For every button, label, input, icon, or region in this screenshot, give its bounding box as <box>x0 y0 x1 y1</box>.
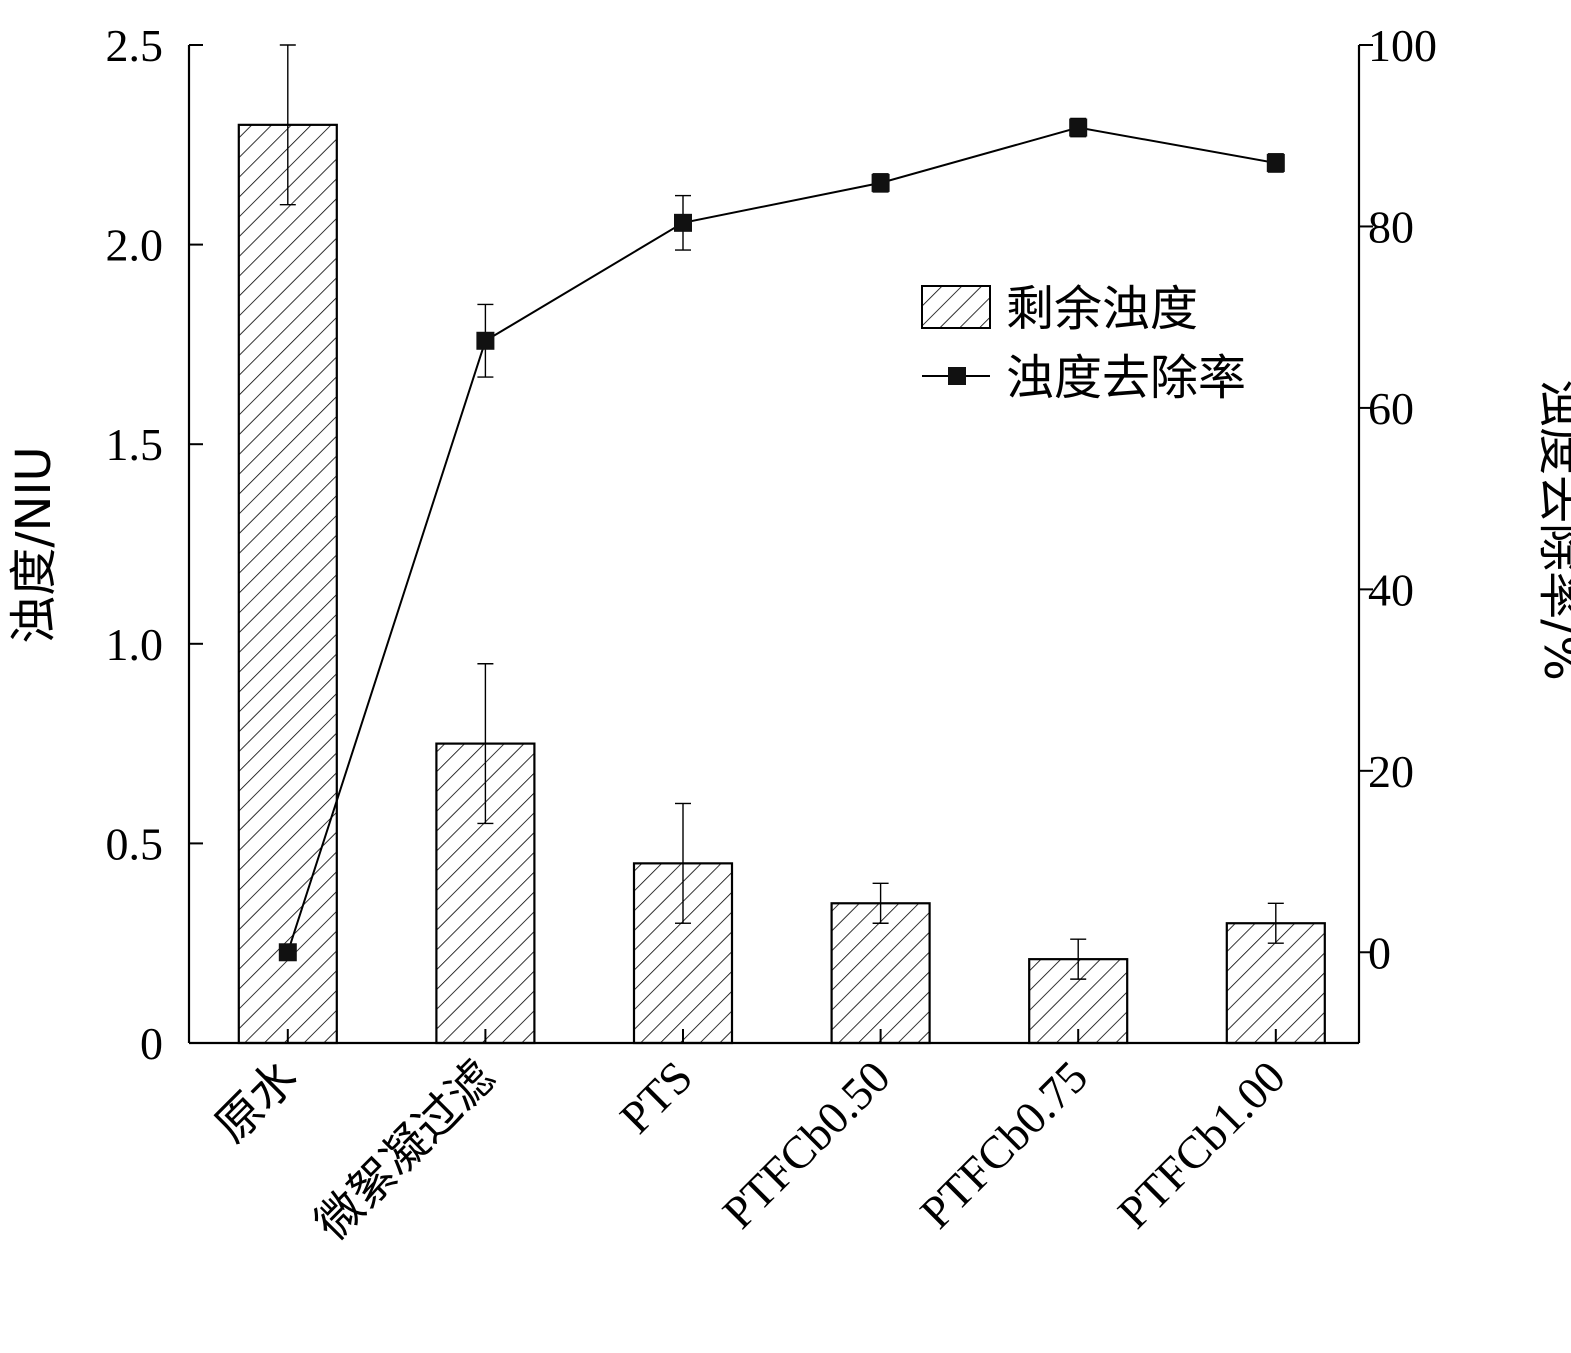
point-marker-0 <box>278 943 297 962</box>
left-tick-label-0: 0 <box>140 1018 163 1069</box>
left-tick-label-4: 2.0 <box>106 220 164 271</box>
category-label-4: PTFCb0.75 <box>910 1051 1097 1238</box>
right-tick-label-3: 60 <box>1368 383 1414 434</box>
category-label-5: PTFCb1.00 <box>1108 1051 1295 1238</box>
legend-swatch-bar <box>921 285 991 329</box>
left-tick-label-2: 1.0 <box>106 619 164 670</box>
left-tick-label-3: 1.5 <box>106 419 164 470</box>
category-label-0: 原水 <box>206 1051 307 1152</box>
category-label-1: 微絮凝过滤 <box>306 1051 505 1250</box>
point-marker-5 <box>1266 153 1285 172</box>
legend-label-line: 浊度去除率 <box>1006 350 1246 406</box>
right-tick-label-1: 20 <box>1368 746 1414 797</box>
right-tick-label-2: 40 <box>1368 564 1414 615</box>
removal-rate-line <box>286 126 1276 953</box>
point-marker-1 <box>476 331 495 350</box>
point-marker-4 <box>1069 118 1088 137</box>
left-tick-label-1: 0.5 <box>106 818 164 869</box>
bar-0 <box>237 123 338 1045</box>
legend-swatch-marker <box>948 367 966 385</box>
category-label-2: PTS <box>610 1051 702 1143</box>
point-marker-3 <box>871 173 890 192</box>
point-marker-2 <box>674 213 692 232</box>
right-axis-title: 浊度去除率/% <box>1533 379 1571 681</box>
right-tick-label-5: 100 <box>1368 20 1437 71</box>
legend-label-bar: 剩余浊度 <box>1006 281 1198 337</box>
category-label-3: PTFCb0.50 <box>713 1051 900 1238</box>
left-axis-title: 浊度/NIU <box>6 446 62 643</box>
bar-3 <box>830 902 931 1045</box>
left-tick-label-5: 2.5 <box>106 20 164 71</box>
right-tick-label-4: 80 <box>1368 201 1414 252</box>
right-tick-label-0: 0 <box>1368 927 1391 978</box>
